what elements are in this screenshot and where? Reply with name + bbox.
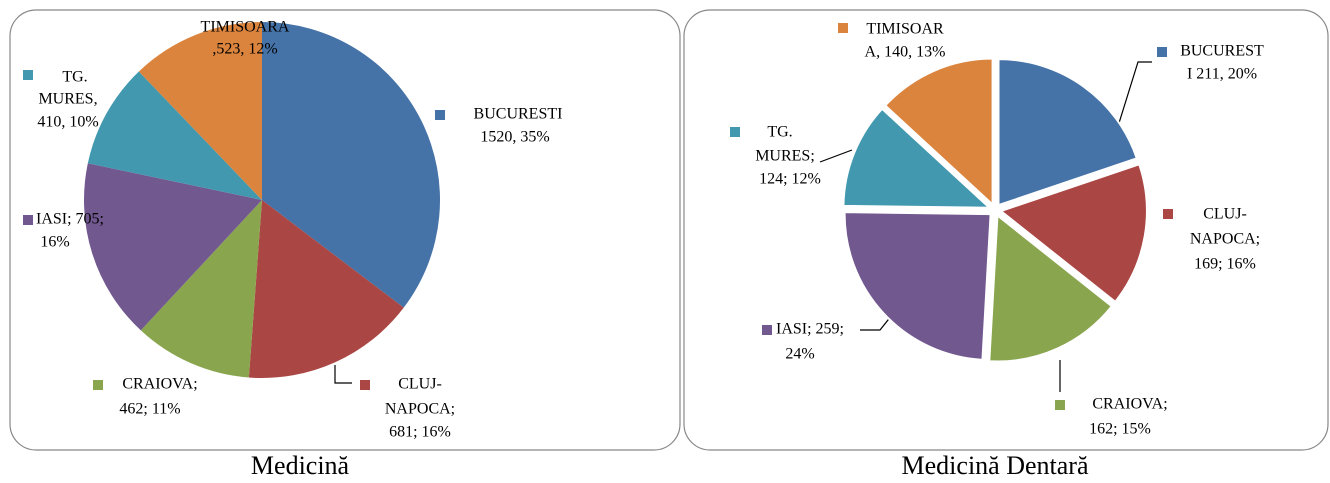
data-label: IASI; 705; (36, 211, 104, 228)
chart-frame (9, 9, 681, 451)
pie-slice (248, 200, 404, 378)
data-label: MURES; (755, 148, 815, 165)
pie-slice (843, 211, 992, 361)
leader-line (819, 149, 853, 163)
data-label: A, 140, 13% (865, 44, 946, 61)
legend-key (730, 127, 740, 137)
data-label: 1520, 35% (480, 129, 549, 146)
data-label: 169; 16% (1194, 256, 1256, 273)
data-label: CLUJ- (398, 376, 442, 393)
pie-slice (138, 22, 262, 200)
pie-slice (997, 58, 1139, 207)
legend-key (1163, 209, 1173, 219)
data-label: 124; 12% (759, 171, 821, 188)
chart-title: Medicină Dentară (902, 451, 1089, 480)
data-label: NAPOCA; (1190, 231, 1260, 248)
data-label: 24% (785, 346, 814, 363)
pie-slice (83, 163, 262, 331)
data-label: BUCURESTI (474, 106, 563, 123)
legend-key (23, 70, 33, 80)
data-label: MURES, (38, 91, 97, 108)
data-label: CRAIOVA; (1092, 396, 1167, 413)
legend-key (360, 380, 370, 390)
legend-key (1055, 400, 1065, 410)
data-label: IASI; 259; (776, 321, 844, 338)
legend-key (762, 325, 772, 335)
pie-slice (883, 57, 994, 207)
data-label: 162; 15% (1089, 421, 1151, 438)
data-label: ,523, 12% (212, 41, 277, 58)
data-label: 462; 11% (119, 401, 180, 418)
data-label: 410, 10% (37, 114, 98, 131)
legend-key (93, 380, 103, 390)
legend-key (1157, 47, 1167, 57)
pie-slice (998, 163, 1148, 304)
pie-slice (842, 107, 993, 209)
data-label: 16% (40, 234, 69, 251)
data-label: BUCUREST (1180, 43, 1264, 60)
data-label: TIMISOARA (201, 19, 290, 36)
data-label: CLUJ- (1203, 206, 1247, 223)
data-label: CRAIOVA; (122, 376, 197, 393)
chart-title: Medicină (251, 451, 350, 480)
pie-slice (988, 213, 1114, 363)
leader-line (334, 365, 352, 384)
data-label: TG. (62, 69, 87, 86)
legend-key (23, 215, 33, 225)
pie-slice (140, 200, 262, 378)
pie-slice (87, 71, 262, 201)
legend-key (435, 110, 445, 120)
data-label: I 211, 20% (1187, 66, 1257, 83)
data-label: 681; 16% (389, 424, 451, 441)
data-label: TIMISOAR (866, 21, 944, 38)
data-label: TG. (767, 124, 792, 141)
data-label: NAPOCA; (385, 401, 455, 418)
pie-slice (262, 22, 441, 308)
chart-frame (683, 9, 1329, 451)
legend-key (838, 23, 848, 33)
